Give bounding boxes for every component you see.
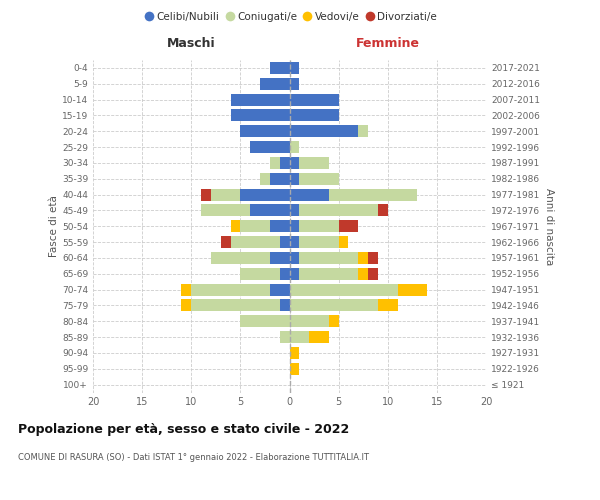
Bar	[329, 188, 417, 200]
Bar	[368, 268, 378, 280]
Bar	[299, 236, 338, 248]
Bar	[290, 331, 309, 343]
Bar	[290, 94, 338, 106]
Bar	[181, 284, 191, 296]
Bar	[290, 188, 329, 200]
Bar	[181, 300, 191, 312]
Text: COMUNE DI RASURA (SO) - Dati ISTAT 1° gennaio 2022 - Elaborazione TUTTITALIA.IT: COMUNE DI RASURA (SO) - Dati ISTAT 1° ge…	[18, 452, 369, 462]
Bar	[230, 220, 241, 232]
Bar	[241, 188, 290, 200]
Bar	[338, 236, 349, 248]
Bar	[290, 78, 299, 90]
Bar	[191, 300, 280, 312]
Bar	[280, 268, 290, 280]
Bar	[211, 188, 241, 200]
Bar	[241, 268, 280, 280]
Bar	[230, 94, 290, 106]
Bar	[299, 252, 358, 264]
Bar	[290, 268, 299, 280]
Bar	[290, 173, 299, 184]
Bar	[270, 62, 290, 74]
Bar	[290, 300, 378, 312]
Text: Femmine: Femmine	[356, 37, 420, 50]
Bar	[358, 126, 368, 137]
Bar	[280, 236, 290, 248]
Bar	[270, 220, 290, 232]
Bar	[230, 236, 280, 248]
Bar	[299, 268, 358, 280]
Bar	[290, 126, 358, 137]
Bar	[241, 126, 290, 137]
Bar	[290, 141, 299, 153]
Bar	[211, 252, 270, 264]
Bar	[280, 331, 290, 343]
Bar	[260, 78, 290, 90]
Bar	[358, 252, 368, 264]
Bar	[378, 300, 398, 312]
Legend: Celibi/Nubili, Coniugati/e, Vedovi/e, Divorziati/e: Celibi/Nubili, Coniugati/e, Vedovi/e, Di…	[141, 8, 441, 26]
Bar	[191, 284, 270, 296]
Bar	[290, 347, 299, 359]
Bar	[309, 331, 329, 343]
Bar	[290, 236, 299, 248]
Bar	[290, 204, 299, 216]
Bar	[270, 173, 290, 184]
Bar	[290, 62, 299, 74]
Bar	[299, 157, 329, 169]
Bar	[201, 204, 250, 216]
Bar	[329, 316, 338, 327]
Text: Maschi: Maschi	[167, 37, 215, 50]
Bar	[250, 204, 290, 216]
Bar	[358, 268, 368, 280]
Bar	[250, 141, 290, 153]
Bar	[290, 316, 329, 327]
Bar	[338, 220, 358, 232]
Bar	[241, 220, 270, 232]
Text: Popolazione per età, sesso e stato civile - 2022: Popolazione per età, sesso e stato civil…	[18, 422, 349, 436]
Bar	[230, 110, 290, 122]
Bar	[241, 316, 290, 327]
Bar	[270, 252, 290, 264]
Bar	[378, 204, 388, 216]
Bar	[368, 252, 378, 264]
Bar	[290, 363, 299, 374]
Bar	[201, 188, 211, 200]
Bar	[270, 284, 290, 296]
Bar	[290, 157, 299, 169]
Bar	[299, 220, 338, 232]
Bar	[260, 173, 270, 184]
Y-axis label: Anni di nascita: Anni di nascita	[544, 188, 554, 265]
Bar	[221, 236, 230, 248]
Bar	[290, 110, 338, 122]
Bar	[290, 220, 299, 232]
Bar	[398, 284, 427, 296]
Bar	[290, 284, 398, 296]
Bar	[280, 300, 290, 312]
Bar	[270, 157, 280, 169]
Bar	[299, 204, 378, 216]
Y-axis label: Fasce di età: Fasce di età	[49, 196, 59, 257]
Bar	[299, 173, 338, 184]
Bar	[290, 252, 299, 264]
Bar	[280, 157, 290, 169]
